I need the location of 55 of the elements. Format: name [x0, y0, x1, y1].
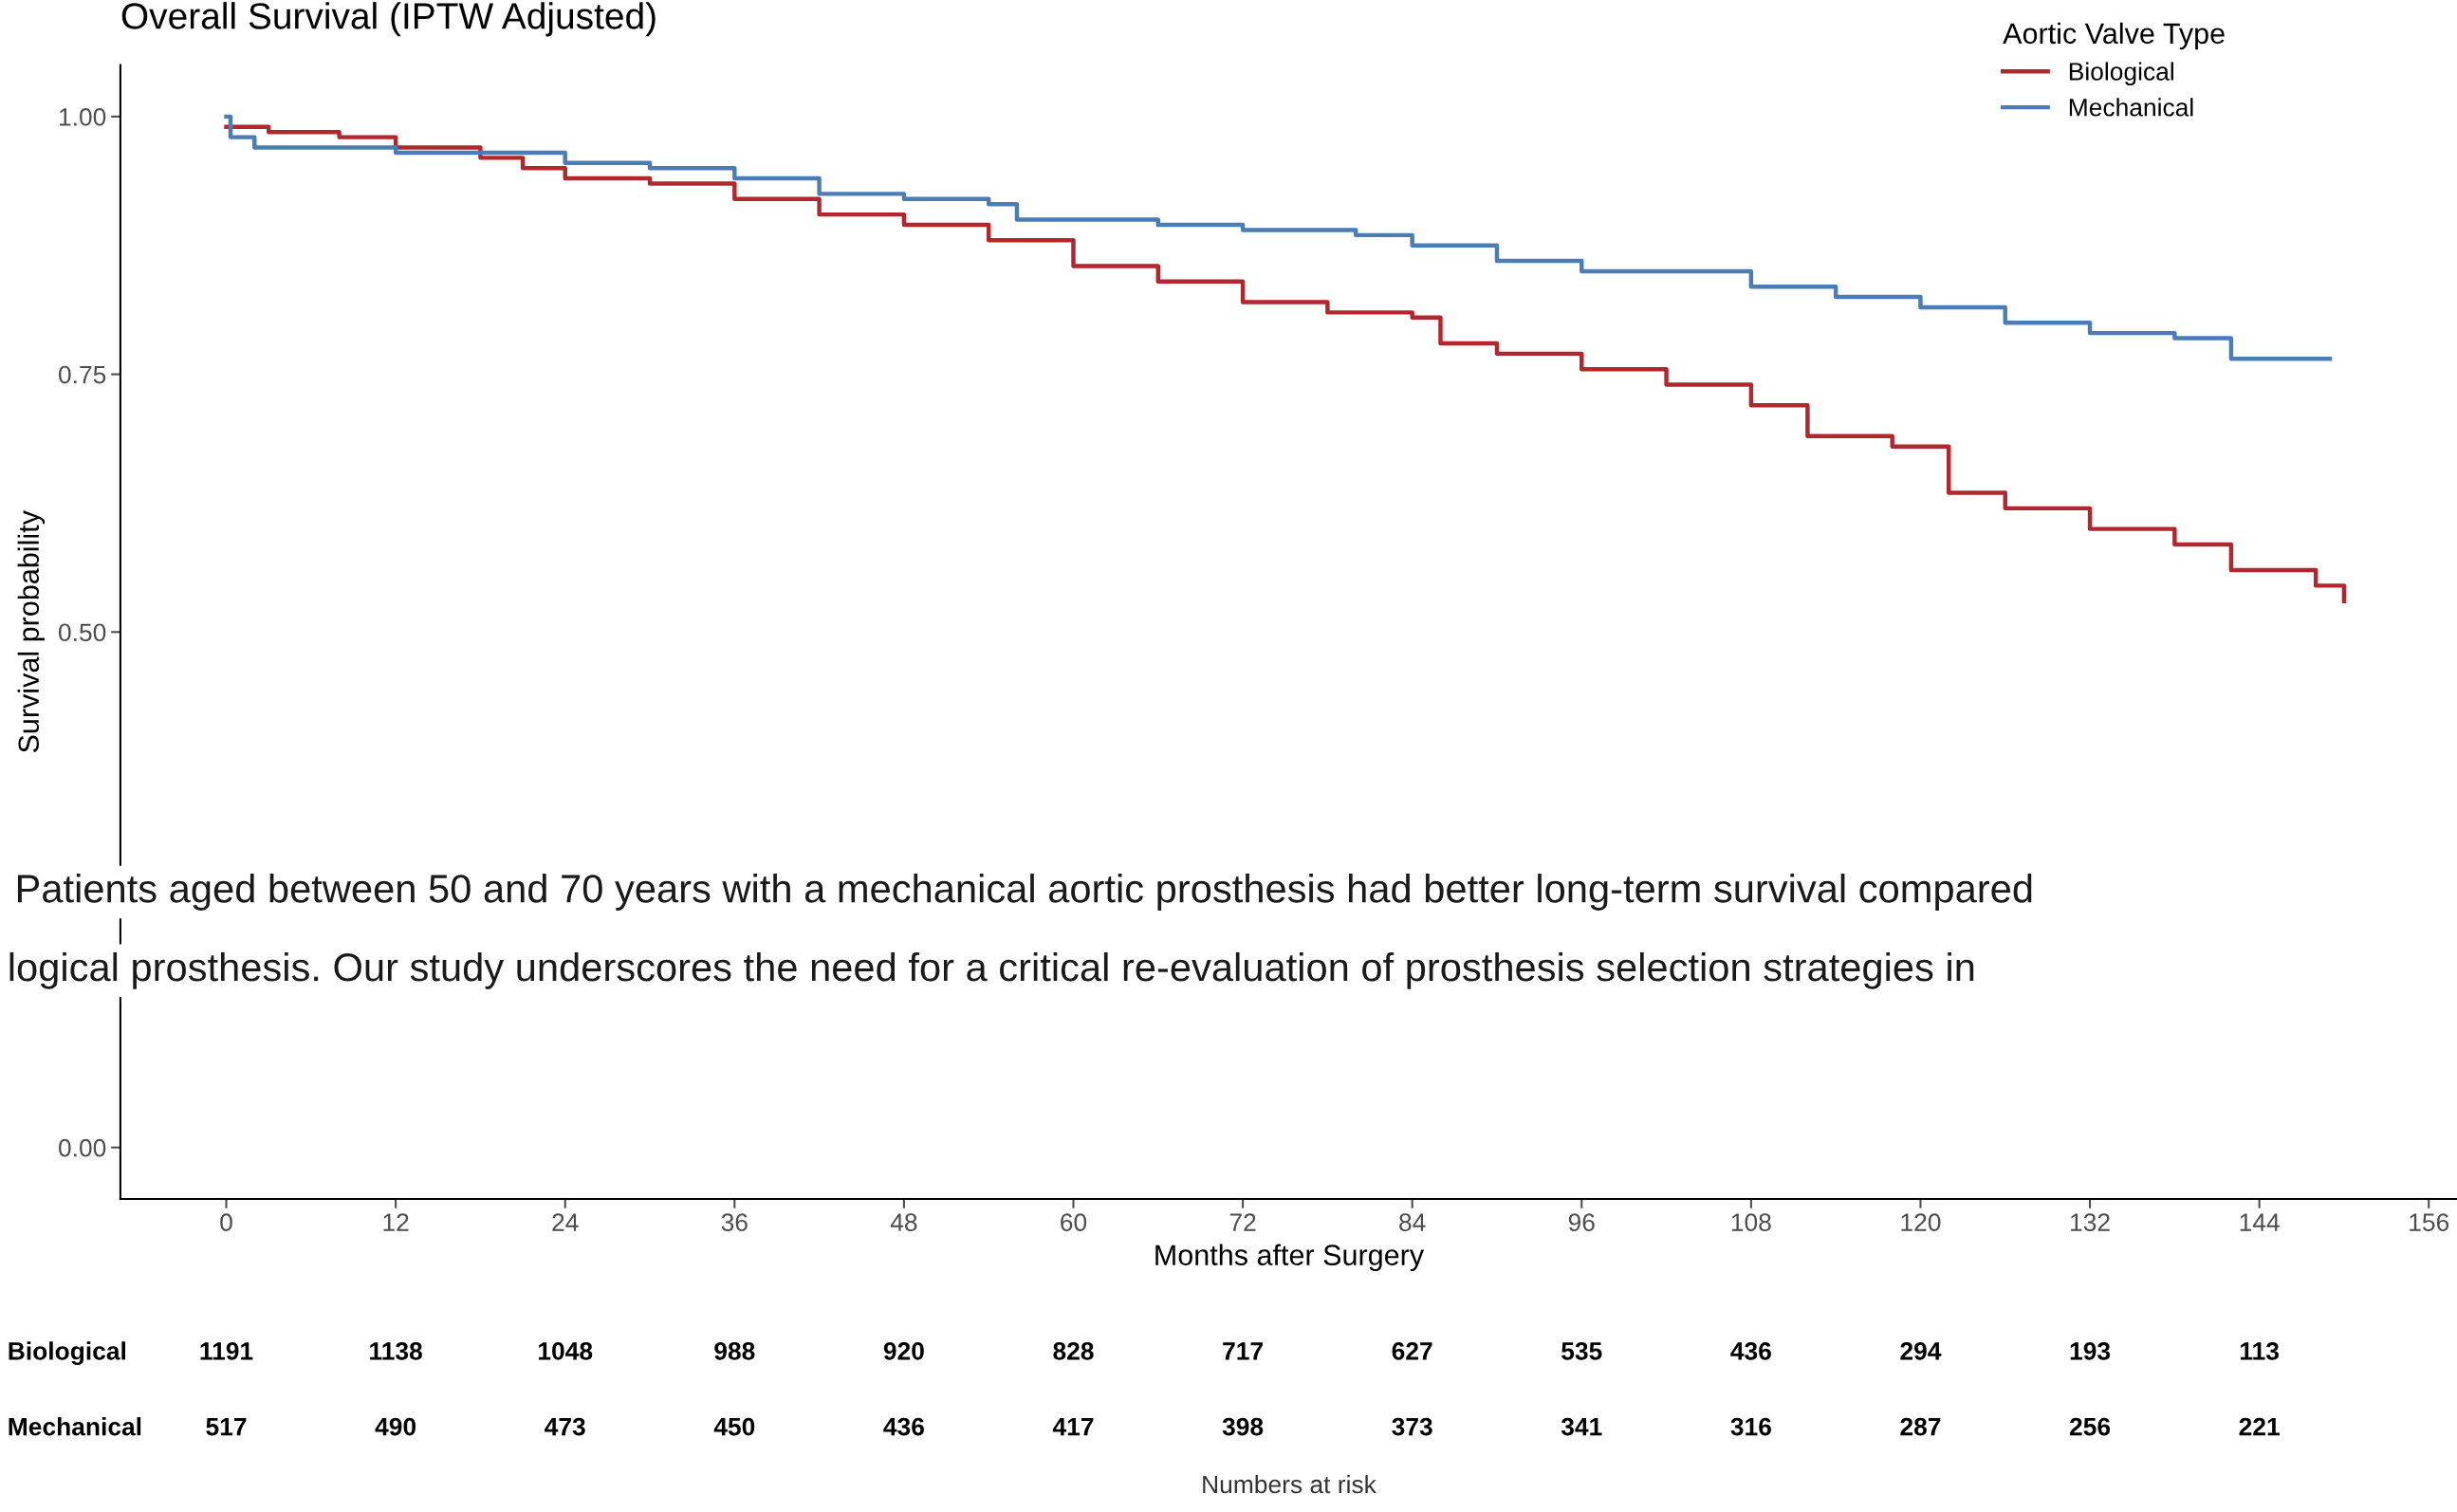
x-tick-label: 36: [721, 1213, 748, 1232]
annotation: logical prosthesis. Our study underscores the need for a critical re-evaluation of prosthesis selection strategies in: [9, 951, 1974, 989]
x-tick-label: 108: [1731, 1213, 1771, 1232]
legend-title: Aortic Valve Type: [2003, 22, 2225, 50]
annotation: Patients aged between 50 and 70 years with a mechanical aortic prosthesis had better long-term survival compared: [17, 874, 2032, 911]
text: 473: [545, 1417, 585, 1436]
text: 193: [2070, 1342, 2111, 1360]
text: 1191: [200, 1342, 253, 1360]
text: Numbers at risk: [1203, 1474, 1376, 1494]
text: 1048: [539, 1342, 593, 1360]
text: 341: [1561, 1417, 1602, 1436]
text: 436: [1730, 1342, 1771, 1360]
text: 920: [883, 1342, 924, 1360]
text: 417: [1052, 1418, 1094, 1436]
y-tick-label: 0.00: [59, 1138, 106, 1157]
text: 316: [1730, 1417, 1771, 1436]
x-tick-label: 120: [1901, 1213, 1941, 1232]
text: 535: [1561, 1342, 1602, 1360]
text: 627: [1392, 1342, 1432, 1360]
x-tick-label: 12: [383, 1213, 409, 1231]
text: 828: [1053, 1342, 1094, 1360]
x-tick-label: 144: [2240, 1213, 2280, 1231]
legend-label: Mechanical: [2069, 98, 2193, 117]
text: 450: [713, 1417, 755, 1436]
y-axis-title: Survival probability: [17, 510, 46, 753]
text: 373: [1392, 1417, 1432, 1436]
text: 490: [375, 1417, 416, 1436]
x-tick-label: 132: [2071, 1213, 2110, 1232]
x-tick-label: 72: [1229, 1213, 1256, 1231]
x-tick-label: 84: [1399, 1213, 1426, 1232]
text: 398: [1222, 1417, 1264, 1436]
text: 294: [1900, 1342, 1942, 1360]
text: 1138: [370, 1342, 422, 1360]
legend-label: Biological: [2069, 62, 2173, 86]
text: 287: [1900, 1417, 1941, 1436]
text: Mechanical: [9, 1417, 141, 1436]
x-tick-label: 156: [2410, 1213, 2449, 1232]
chart-title: Overall Survival (IPTW Adjusted): [121, 2, 656, 37]
x-axis-title: Months after Surgery: [1155, 1244, 1425, 1272]
y-tick-label: 1.00: [59, 108, 106, 126]
x-tick-label: 96: [1568, 1213, 1595, 1232]
text: 517: [206, 1418, 247, 1436]
x-tick-label: 0: [220, 1213, 232, 1232]
text: 988: [714, 1342, 755, 1360]
text: 221: [2239, 1417, 2280, 1436]
x-tick-label: 48: [890, 1213, 917, 1232]
y-tick-label: 0.75: [59, 365, 106, 384]
text: 436: [883, 1417, 924, 1436]
text: 113: [2241, 1342, 2279, 1360]
text: 717: [1223, 1342, 1263, 1360]
y-tick-label: 0.50: [59, 623, 106, 642]
x-tick-label: 24: [552, 1213, 579, 1231]
text: 256: [2069, 1417, 2111, 1436]
x-tick-label: 60: [1061, 1213, 1087, 1232]
text: Biological: [9, 1341, 125, 1365]
